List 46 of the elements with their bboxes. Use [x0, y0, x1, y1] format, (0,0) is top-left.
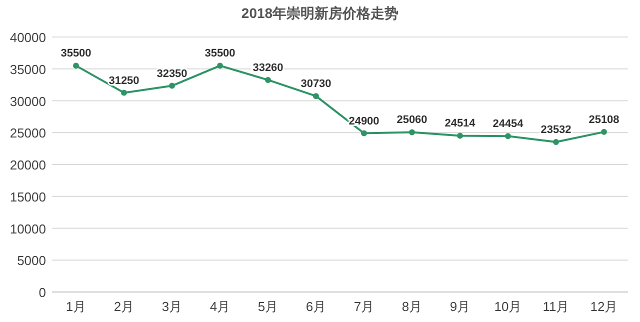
y-tick-label: 10000 [10, 221, 46, 236]
x-tick-label: 6月 [306, 299, 326, 314]
x-tick-label: 8月 [402, 299, 422, 314]
point [169, 82, 175, 89]
data-label: 33260 [252, 62, 284, 74]
point [217, 62, 223, 69]
x-tick-label: 4月 [210, 299, 230, 314]
x-tick-label: 10月 [494, 299, 522, 314]
data-label: 24514 [444, 118, 476, 130]
point [553, 138, 559, 145]
point [505, 133, 511, 140]
point [265, 76, 271, 83]
data-label: 25108 [588, 114, 620, 126]
x-tick-label: 7月 [354, 299, 374, 314]
point [313, 93, 319, 100]
data-label: 24454 [492, 118, 524, 130]
point [121, 90, 127, 96]
x-tick-label: 5月 [258, 299, 278, 314]
x-tick-label: 2月 [114, 299, 134, 314]
data-label: 25060 [396, 114, 428, 126]
x-tick-label: 3月 [162, 299, 182, 314]
point [361, 130, 367, 136]
x-tick-label: 9月 [450, 299, 470, 314]
y-tick-label: 40000 [10, 30, 46, 45]
x-tick-label: 1月 [66, 299, 86, 314]
data-label: 23532 [540, 124, 572, 136]
data-label: 32350 [156, 68, 188, 80]
data-label: 24900 [348, 115, 380, 128]
data-label: 30730 [300, 78, 332, 90]
data-label: 35500 [204, 48, 236, 60]
chart-title: 2018年崇明新房价格走势 [241, 5, 399, 21]
point [73, 62, 79, 69]
y-tick-label: 20000 [10, 158, 46, 172]
y-tick-label: 35000 [10, 62, 46, 77]
point [409, 129, 415, 136]
y-tick-label: 25000 [10, 126, 46, 141]
point [601, 128, 607, 135]
x-tick-label: 11月 [542, 299, 570, 314]
data-label: 31250 [108, 74, 140, 87]
y-tick-label: 0 [38, 285, 46, 300]
y-tick-label: 5000 [17, 253, 46, 268]
point [457, 132, 463, 139]
x-tick-label: 12月 [590, 299, 618, 314]
y-tick-label: 30000 [10, 94, 46, 109]
data-label: 35500 [60, 48, 92, 60]
y-tick-label: 15000 [10, 189, 46, 204]
